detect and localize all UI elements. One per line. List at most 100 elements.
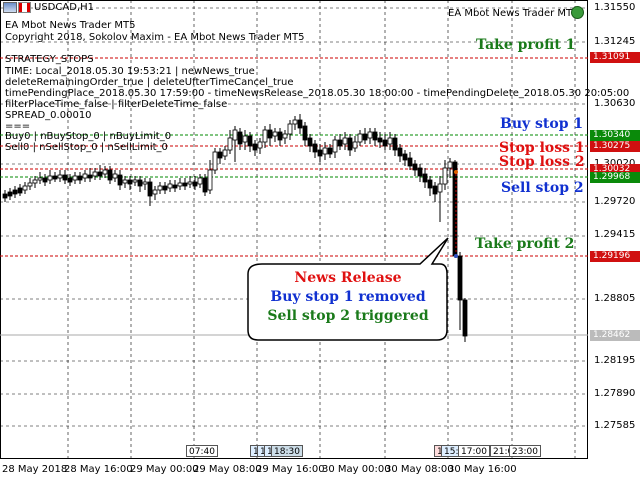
candle-body [172,184,178,189]
candle-body [387,137,393,145]
candle-body [27,182,33,187]
candle-body [237,131,243,145]
candle-body [192,181,198,187]
tp2-price-tag: 1.29196 [590,251,640,262]
time-marker: 18:30 [271,445,303,457]
candle-body [207,169,213,191]
candle-body [377,137,383,143]
candle-body [77,175,83,181]
candle-body [232,129,238,141]
price-tick: 1.27585 [594,420,636,431]
candle-body [57,174,63,179]
candle-body [252,143,258,151]
candle-body [52,175,58,180]
info-delete: deleteRemainingOrder_true | deleteUfterT… [5,77,294,88]
expert-smiley-icon [571,6,584,19]
candle-body [222,149,228,157]
time-tick: 29 May 08:00 [193,464,262,475]
candle-body [462,299,468,337]
callout-buy-stop-removed: Buy stop 1 removed [270,289,426,305]
price-tick: 1.30020 [594,158,635,170]
price-tick: 1.31245 [594,36,636,47]
candle-body [37,177,43,181]
info-strategy: STRATEGY_STOPS [5,54,94,65]
candle-body [362,133,368,141]
sell-stop-price-tag: 1.29968 [590,172,640,183]
candle-body [402,153,408,161]
candle-body [292,119,298,125]
candle-body [422,173,428,183]
price-tick: 1.28805 [594,293,636,304]
candle-body [22,185,28,191]
candle-body [287,123,293,135]
candle-body [452,161,458,257]
candle-body [337,139,343,147]
candle-body [132,179,138,183]
candle-body [42,177,48,183]
candle-body [127,179,133,185]
candle-body [112,173,118,179]
time-tick: 29 May 00:00 [130,464,199,475]
candle-body [67,177,73,183]
time-tick: 28 May 16:00 [64,464,133,475]
candle-body [197,177,203,185]
expert-name: EA Mbot News Trader MT5 [448,8,579,19]
time-marker: 23:00 [509,445,541,457]
candle-body [102,169,108,175]
candle-body [202,177,208,193]
candle-body [72,175,78,181]
price-tick: 1.30630 [594,98,636,109]
candle-body [317,149,323,157]
info-expert-name: EA Mbot News Trader MT5 [5,20,136,31]
candle-body [272,131,278,137]
time-tick: 28 May 2018 [2,464,68,475]
callout-sell-stop-triggered: Sell stop 2 triggered [267,308,429,324]
candle-body [97,171,103,177]
trade-exit-marker [454,254,458,258]
candle-body [262,129,268,143]
candle-body [342,137,348,145]
candle-body [427,179,433,189]
candle-body [267,129,273,139]
candle-body [352,141,358,149]
candle-body [397,147,403,157]
candle-body [357,133,363,143]
candle-body [92,171,98,177]
candle-body [277,131,283,141]
stop-loss-2-label: Stop loss 2 [499,154,585,170]
candle-body [322,147,328,155]
stop-loss-1-price-tag: 1.30275 [590,141,640,152]
candle-body [382,139,388,147]
candle-body [432,185,438,195]
take-profit-1-label: Take profit 1 [476,37,576,53]
candle-body [282,133,288,139]
take-profit-2-label: Take profit 2 [475,236,575,252]
time-tick: 30 May 00:00 [322,464,391,475]
candle-body [182,182,188,187]
time-marker: 17:00 [458,445,490,457]
candle-body [332,139,338,153]
candle-body [212,151,218,171]
info-filter: filterPlaceTime_false | filterDeleteTime… [5,99,228,110]
info-time: TIME: Local_2018.05.30 19:53:21 | newNew… [5,66,255,77]
candle-body [152,189,158,195]
window-menu-icon[interactable] [3,2,17,13]
candle-body [302,125,308,141]
candle-body [187,181,193,185]
time-tick: 30 May 08:00 [385,464,454,475]
time-tick: 30 May 16:00 [448,464,517,475]
candle-body [327,147,333,155]
info-pending: timePendingPlace_2018.05.30 17:59:00 - t… [5,88,630,99]
candle-body [147,181,153,197]
window-flag-icon [18,2,31,13]
price-tick: 1.29720 [594,196,636,207]
candle-body [437,183,443,193]
candle-body [17,187,23,194]
candle-body [242,135,248,143]
trade-entry-marker [454,170,458,174]
info-sell-counts: Sell0 | nSellStop_0 | nSellLimit_0 [5,142,168,153]
candle-body [162,185,168,191]
candle-body [412,163,418,171]
buy-stop-1-label: Buy stop 1 [500,116,584,132]
